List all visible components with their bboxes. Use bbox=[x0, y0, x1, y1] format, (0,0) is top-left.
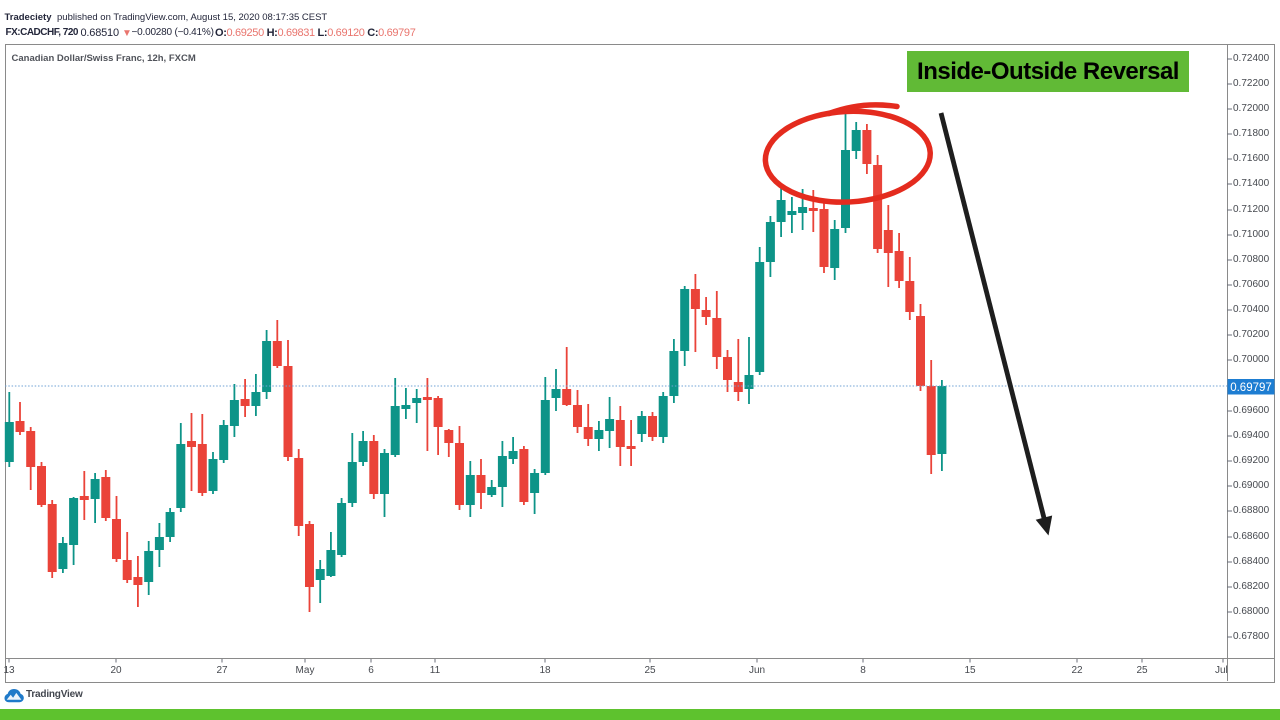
svg-text:0.69797: 0.69797 bbox=[1230, 382, 1272, 394]
